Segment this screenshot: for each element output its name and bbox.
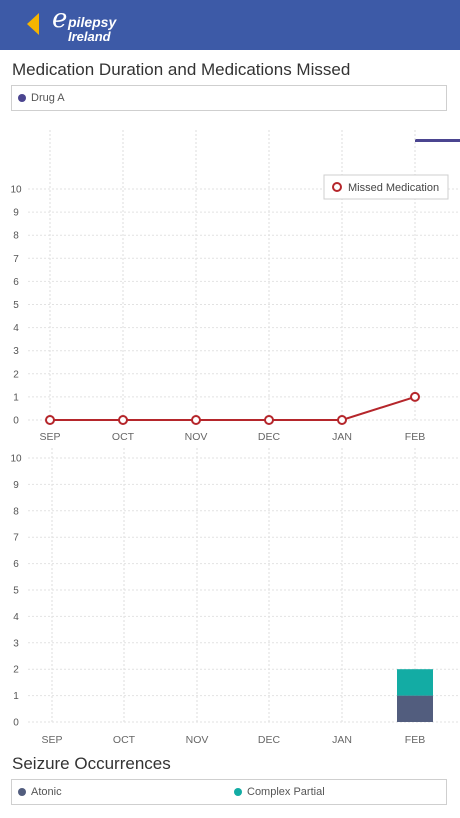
y-tick-label: 6 xyxy=(13,559,19,570)
y-tick-label: 9 xyxy=(13,480,19,491)
seizure-section-title: Seizure Occurrences xyxy=(12,754,171,773)
x-tick-label: DEC xyxy=(258,431,281,443)
back-arrow-icon[interactable] xyxy=(24,11,42,37)
x-tick-label: NOV xyxy=(185,431,208,443)
x-tick-label: FEB xyxy=(405,431,425,443)
x-tick-label: SEP xyxy=(39,431,60,443)
y-tick-label: 2 xyxy=(13,665,19,676)
legend-item-complex-partial[interactable]: Complex Partial xyxy=(234,780,325,804)
y-tick-label: 0 xyxy=(13,416,19,427)
seizure-legend: Atonic Complex Partial xyxy=(11,779,447,805)
x-tick-label: OCT xyxy=(113,734,136,746)
atonic-dot-icon xyxy=(18,788,26,796)
y-tick-label: 1 xyxy=(13,691,19,702)
medication-legend: Drug A xyxy=(11,85,447,111)
x-tick-label: FEB xyxy=(405,734,425,746)
epilepsy-ireland-logo: e pilepsy Ireland xyxy=(52,4,142,46)
y-tick-label: 8 xyxy=(13,231,19,242)
y-tick-label: 2 xyxy=(13,369,19,380)
drug-a-dot-icon xyxy=(18,94,26,102)
legend-label: Complex Partial xyxy=(247,786,325,798)
drug-a-duration-bar xyxy=(415,139,460,142)
app-header: e pilepsy Ireland xyxy=(0,0,460,50)
x-tick-label: OCT xyxy=(112,431,135,443)
logo-line2: Ireland xyxy=(68,29,111,44)
y-tick-label: 8 xyxy=(13,506,19,517)
y-tick-label: 5 xyxy=(13,586,19,597)
x-tick-label: JAN xyxy=(332,734,352,746)
data-point xyxy=(264,415,274,425)
data-point xyxy=(45,415,55,425)
logo-line1: pilepsy xyxy=(68,14,117,30)
y-tick-label: 4 xyxy=(13,612,19,623)
y-tick-label: 1 xyxy=(13,392,19,403)
legend-label: Missed Medication xyxy=(348,182,439,194)
data-point xyxy=(337,415,347,425)
legend-label: Drug A xyxy=(31,92,65,104)
y-tick-label: 4 xyxy=(13,323,19,334)
complex-partial-dot-icon xyxy=(234,788,242,796)
x-tick-label: JAN xyxy=(332,431,352,443)
bar-segment xyxy=(397,695,433,722)
y-tick-label: 7 xyxy=(13,254,19,265)
missed-medication-chart: 0 1 2 3 4 5 6 7 8 9 10 SEP OCT NOV DEC JAN FEB Missed Med… xyxy=(10,130,460,443)
medication-section-title: Medication Duration and Medications Miss… xyxy=(12,60,351,79)
bar-segment xyxy=(397,669,433,696)
data-point xyxy=(191,415,201,425)
chart-legend-box xyxy=(323,174,449,200)
y-tick-label: 7 xyxy=(13,533,19,544)
x-tick-label: NOV xyxy=(186,734,209,746)
x-tick-label: DEC xyxy=(258,734,281,746)
y-tick-label: 0 xyxy=(13,718,19,729)
data-point xyxy=(410,391,420,402)
y-tick-label: 10 xyxy=(10,454,22,465)
y-tick-label: 9 xyxy=(13,208,19,219)
y-tick-label: 10 xyxy=(10,185,22,196)
x-tick-label: SEP xyxy=(41,734,62,746)
y-tick-label: 5 xyxy=(13,300,19,311)
legend-item-drug-a[interactable]: Drug A xyxy=(18,86,65,110)
logo-initial: e xyxy=(52,4,68,34)
series-line xyxy=(50,395,416,421)
y-tick-label: 6 xyxy=(13,277,19,288)
y-tick-label: 3 xyxy=(13,346,19,357)
data-point xyxy=(118,415,128,425)
legend-marker-icon xyxy=(332,182,342,192)
y-tick-label: 3 xyxy=(13,638,19,649)
legend-item-atonic[interactable]: Atonic xyxy=(18,780,62,804)
seizure-occurrences-chart: 0 1 2 3 4 5 6 7 8 9 10 SEP OCT NOV DEC JAN FEB xyxy=(10,448,460,746)
legend-label: Atonic xyxy=(31,786,62,798)
